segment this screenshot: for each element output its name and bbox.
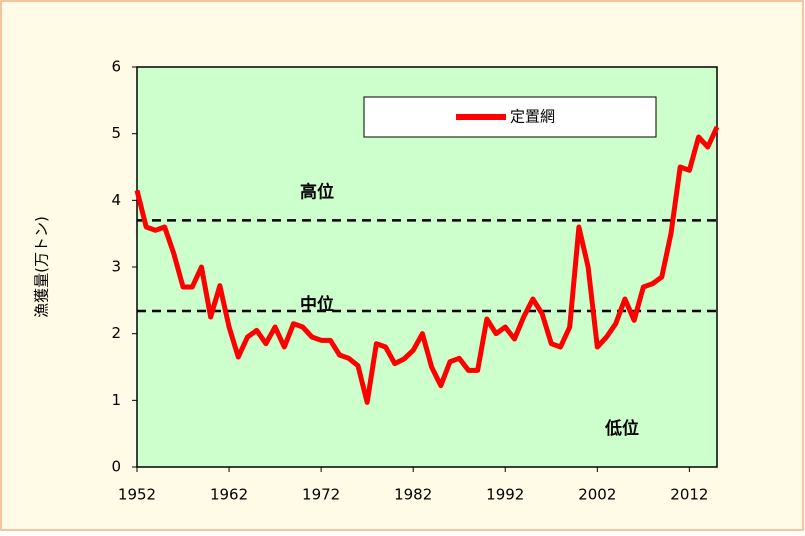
- legend-label: 定置網: [510, 108, 555, 126]
- y-tick-label: 5: [111, 124, 121, 142]
- x-tick-label: 2002: [578, 486, 616, 504]
- y-tick-label: 4: [111, 191, 121, 209]
- x-tick-label: 2012: [670, 486, 708, 504]
- zone-label: 中位: [300, 294, 334, 315]
- y-tick-label: 1: [111, 391, 121, 409]
- x-tick-label: 1992: [486, 486, 524, 504]
- x-tick-label: 1972: [302, 486, 340, 504]
- x-tick-label: 1952: [118, 486, 156, 504]
- y-tick-label: 0: [111, 458, 121, 476]
- y-tick-label: 2: [111, 324, 121, 342]
- y-tick-label: 3: [111, 258, 121, 276]
- zone-label: 低位: [604, 418, 639, 439]
- y-tick-label: 6: [111, 58, 121, 76]
- legend-box: [363, 96, 657, 138]
- y-axis-label: 漁獲量(万トン): [33, 216, 51, 318]
- data-line: [134, 125, 720, 405]
- x-tick-label: 1962: [210, 486, 248, 504]
- zone-label: 高位: [300, 181, 334, 202]
- x-tick-label: 1982: [394, 486, 432, 504]
